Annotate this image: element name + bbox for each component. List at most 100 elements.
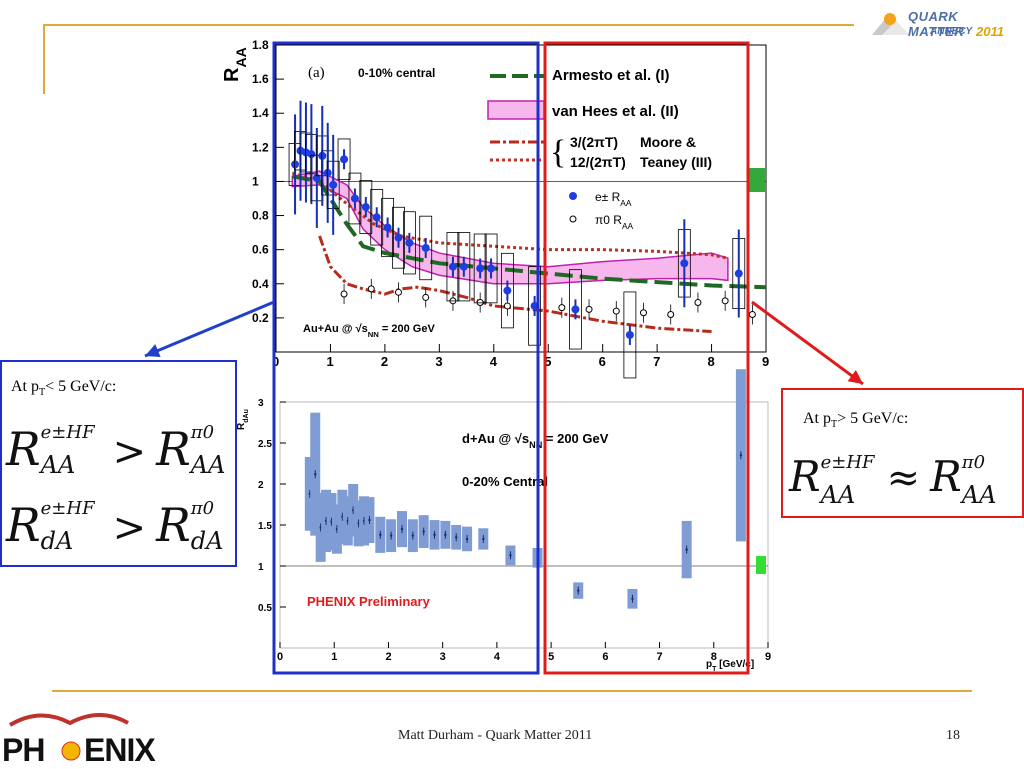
bottom-x-tick-label: 1 [331,651,337,663]
bottom-x-tick-label: 7 [657,651,663,663]
e-point [421,243,430,252]
e-sys-box [484,233,498,304]
top-y-tick-label: 0.6 [252,243,269,257]
eq2-lhs: R [6,498,41,552]
e-sys-box [359,180,373,234]
left-box-label-rest: < 5 GeV/c: [45,378,117,395]
blue-arrow-head [145,344,161,358]
legend-brace: { [550,134,566,171]
eq2-rhs-sub: dA [190,527,224,555]
red-arrow-head [847,370,863,384]
top-x-tick-label: 8 [708,354,715,369]
e-sys-box [623,291,637,379]
dau-point [379,533,382,537]
e-sys-box [446,232,460,302]
eq3-rhs-sub: AA [961,481,997,509]
pi0-point [558,304,566,312]
legend-moore-name2: Teaney (III) [640,154,712,170]
e-point [680,259,689,268]
bottom-x-tick-label: 9 [765,651,771,663]
red-region-box [543,41,750,675]
bottom-accent-line [52,690,972,692]
legend-e-marker [569,192,577,200]
eq1-lhs-sub: AA [40,451,76,479]
top-x-tick-label: 9 [762,354,769,369]
pi0-point [612,307,620,315]
e-point [323,168,332,177]
dau-point [314,472,317,476]
e-point [312,174,321,183]
armesto-curve [291,174,767,290]
blue-arrow [144,300,275,358]
e-sys-box [348,172,362,225]
right-box-label-sub: T [831,419,838,431]
e-point [307,150,316,159]
bottom-x-tick-label: 4 [494,651,501,663]
moore-3-curve [318,235,712,334]
dau-point [577,589,580,592]
legend-moore-name1: Moore & [640,134,696,150]
left-box-label: At pT< 5 GeV/c: [11,378,116,398]
top-x-tick-label: 6 [599,354,606,369]
bottom-x-tick-label: 6 [602,651,608,663]
pi0-point [640,309,647,317]
e-sys-box [473,233,487,304]
pi0-point [422,293,430,301]
logo-line2: ANNECY [930,26,973,37]
blue-region-box [272,41,540,675]
e-sys-box [337,138,351,181]
top-centrality-label: 0-10% central [358,66,435,80]
phenix-logo-right: ENIX [84,732,156,768]
top-y-tick-label: 1.8 [252,38,269,52]
top-y-tick-label: 1 [252,174,259,188]
dau-point [389,534,393,537]
legend-armesto: Armesto et al. (I) [552,67,670,84]
page-number: 18 [946,728,960,743]
e-point [329,180,338,189]
eq1-rhs-sub: AA [190,451,226,479]
bottom-x-tick-label: 8 [711,651,717,663]
pi0-point [694,299,702,307]
dau-point [368,518,371,522]
footer-text: Matt Durham - Quark Matter 2011 [398,728,593,743]
logo-year: 2011 [976,24,1004,39]
pi0-point [667,310,675,318]
e-point [459,262,468,271]
red-arrow [751,300,864,386]
e-point [394,233,403,242]
top-x-tick-label: 4 [490,354,498,369]
top-y-tick-label: 1.2 [252,140,269,154]
moore-12-curve [291,171,729,260]
e-point [487,264,496,273]
e-point [350,194,359,203]
dau-point [400,527,404,531]
e-sys-box [370,189,384,246]
dau-point [422,530,425,533]
bottom-y-tick-label: 1 [258,562,264,573]
eq1-lhs: R [6,422,41,476]
dau-point [685,548,688,551]
top-x-tick-label: 2 [381,354,388,369]
top-x-tick-label: 5 [544,354,551,369]
eq2-lhs-sub: dA [40,527,74,555]
top-system-label: Au+Au @ √sNN = 200 GeV [303,323,435,339]
eq3-lhs-sub: AA [820,481,856,509]
eq1-rhs-sup: π0 [190,422,215,443]
e-point [383,223,392,232]
dau-point [482,537,485,541]
e-sys-box [500,252,514,329]
e-sys-box [569,269,582,350]
bottom-y-tick-label: 2 [258,480,264,491]
e-sys-box [457,232,471,302]
legend-moore-b: 12/(2πT) [570,154,626,170]
e-sys-box [392,206,405,269]
e-point [571,305,580,314]
right-box-label-text: At p [803,410,831,427]
bottom-y-tick-label: 1.5 [258,521,272,532]
bottom-y-tick-label: 2.5 [258,439,272,450]
bottom-norm-box [756,556,766,574]
bottom-system-label: d+Au @ √sNN = 200 GeV [462,431,609,450]
